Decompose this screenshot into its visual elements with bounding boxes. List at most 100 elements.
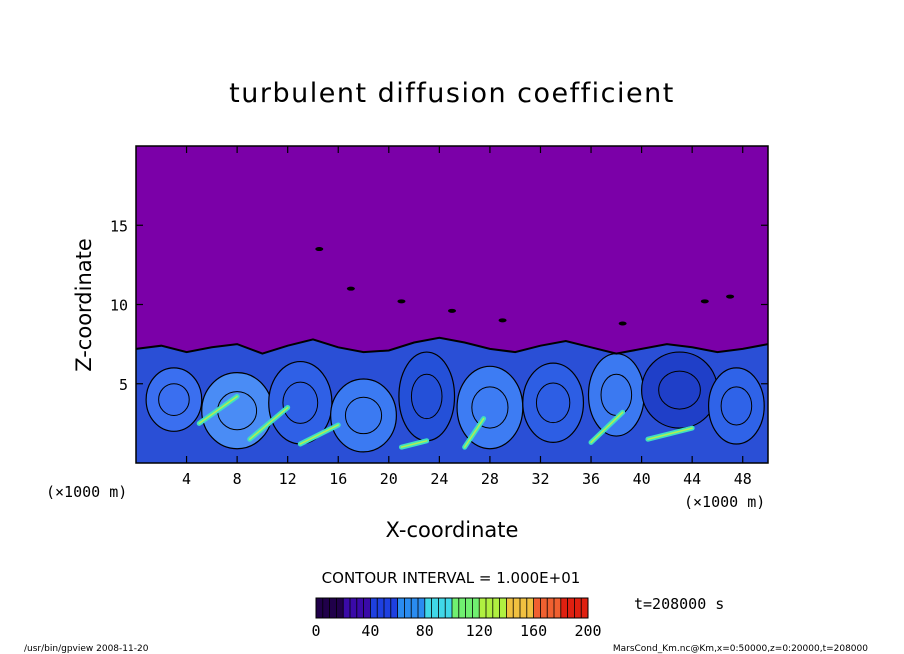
contour-patch bbox=[700, 299, 709, 304]
colorbar-segment bbox=[567, 598, 575, 618]
x-tick-label: 48 bbox=[734, 470, 752, 488]
eddy-cell bbox=[201, 372, 274, 450]
colorbar-segment bbox=[554, 598, 562, 618]
colorbar-segment bbox=[390, 598, 399, 618]
x-tick-label: 12 bbox=[279, 470, 297, 488]
colorbar-frame bbox=[315, 597, 589, 619]
time-label: t=208000 s bbox=[634, 595, 724, 613]
colorbar-segment bbox=[533, 598, 541, 618]
eddy-contour bbox=[158, 383, 190, 416]
colorbar-tick-label: 0 bbox=[311, 622, 320, 640]
colorbar-segment bbox=[479, 598, 487, 618]
colorbar-segment bbox=[581, 598, 589, 618]
eddy-contour bbox=[282, 381, 319, 424]
eddy-cell bbox=[145, 367, 203, 432]
x-axis-ticks: 4 8 12 16 20 24 28 32 36 40 44 48 bbox=[182, 146, 752, 488]
eddy-cell bbox=[522, 362, 585, 443]
colorbar-segment bbox=[356, 598, 365, 618]
x-tick-label: 32 bbox=[531, 470, 549, 488]
eddy-contour bbox=[471, 386, 509, 429]
eddy-cell bbox=[456, 365, 524, 450]
x-tick-label: 16 bbox=[329, 470, 347, 488]
eddy-contour bbox=[720, 386, 753, 426]
x-tick-label: 44 bbox=[683, 470, 701, 488]
high-diffusivity-core bbox=[590, 411, 624, 444]
high-diffusivity-core bbox=[299, 424, 339, 445]
colorbar-segment bbox=[499, 598, 507, 618]
boundary-layer-top-contour bbox=[136, 336, 768, 355]
colorbar-segment bbox=[418, 598, 426, 618]
colorbar-segment bbox=[363, 598, 371, 618]
colorbar-segment bbox=[540, 598, 548, 618]
colorbar-segment bbox=[377, 598, 385, 618]
colorbar-segment bbox=[336, 598, 344, 618]
colorbar bbox=[315, 597, 589, 619]
colorbar-segment bbox=[445, 598, 453, 618]
footer-right: MarsCond_Km.nc@Km,x=0:50000,z=0:20000,t=… bbox=[613, 644, 868, 654]
eddy-contour bbox=[658, 370, 701, 410]
contour-patch bbox=[315, 247, 324, 252]
y-tick-label: 5 bbox=[119, 376, 128, 394]
colorbar-segment bbox=[350, 598, 358, 618]
high-diffusivity-core bbox=[647, 427, 693, 440]
x-tick-label: 28 bbox=[481, 470, 499, 488]
contour-patch bbox=[726, 294, 735, 299]
colorbar-tick-label: 160 bbox=[520, 622, 547, 640]
colorbar-segment bbox=[472, 598, 480, 618]
plot-area bbox=[135, 145, 769, 464]
high-diffusivity-core bbox=[198, 395, 238, 425]
colorbar-segment bbox=[492, 598, 501, 618]
x-unit-left: (×1000 m) bbox=[46, 483, 127, 501]
colorbar-segment bbox=[384, 598, 392, 618]
colorbar-segment bbox=[343, 598, 351, 618]
colorbar-segment bbox=[486, 598, 494, 618]
contour-patch bbox=[346, 286, 355, 291]
eddy-cell bbox=[398, 351, 456, 442]
colorbar-tick-label: 80 bbox=[416, 622, 434, 640]
colorbar-tick-label: 40 bbox=[361, 622, 379, 640]
colorbar-segment bbox=[370, 598, 378, 618]
colorbar-segment bbox=[424, 598, 433, 618]
eddy-cell bbox=[641, 351, 719, 429]
colorbar-segment bbox=[520, 598, 528, 618]
contour-interval: CONTOUR INTERVAL = 1.000E+01 bbox=[322, 569, 581, 587]
x-tick-label: 36 bbox=[582, 470, 600, 488]
colorbar-segment bbox=[316, 598, 324, 618]
colorbar-segment bbox=[513, 598, 521, 618]
eddy-contour bbox=[410, 373, 443, 420]
colorbar-segment bbox=[452, 598, 460, 618]
colorbar-segment bbox=[458, 598, 467, 618]
colorbar-segment bbox=[560, 598, 569, 618]
colorbar-segment bbox=[438, 598, 446, 618]
eddy-cell bbox=[330, 378, 397, 453]
x-tick-label: 8 bbox=[233, 470, 242, 488]
x-unit-right: (×1000 m) bbox=[684, 493, 765, 511]
colorbar-segment bbox=[322, 598, 331, 618]
high-diffusivity-core bbox=[463, 417, 485, 448]
contour-patch bbox=[397, 299, 406, 304]
y-axis-ticks: 5 10 15 bbox=[110, 217, 768, 394]
colorbar-segment bbox=[574, 598, 582, 618]
eddy-cell bbox=[587, 353, 645, 437]
colorbar-segment bbox=[397, 598, 405, 618]
colorbar-segment bbox=[329, 598, 337, 618]
colorbar-segment bbox=[431, 598, 439, 618]
colorbar-tick-label: 200 bbox=[574, 622, 601, 640]
eddy-cell bbox=[707, 367, 765, 445]
eddy-contour bbox=[344, 396, 383, 435]
x-tick-label: 40 bbox=[633, 470, 651, 488]
contour-patch bbox=[448, 308, 456, 313]
boundary-layer-field bbox=[136, 247, 768, 463]
x-tick-label: 24 bbox=[430, 470, 448, 488]
colorbar-segment bbox=[547, 598, 555, 618]
colorbar-segment bbox=[404, 598, 412, 618]
colorbar-segment bbox=[506, 598, 514, 618]
eddy-contour bbox=[535, 382, 571, 424]
colorbar-ticks: 0 40 80 120 160 200 bbox=[311, 622, 601, 640]
colorbar-segment bbox=[465, 598, 473, 618]
high-diffusivity-core bbox=[400, 440, 428, 448]
chart-title: turbulent diffusion coefficient bbox=[229, 78, 675, 109]
y-tick-label: 15 bbox=[110, 217, 128, 235]
x-axis-label: X-coordinate bbox=[386, 518, 519, 542]
contour-patch bbox=[498, 318, 507, 323]
